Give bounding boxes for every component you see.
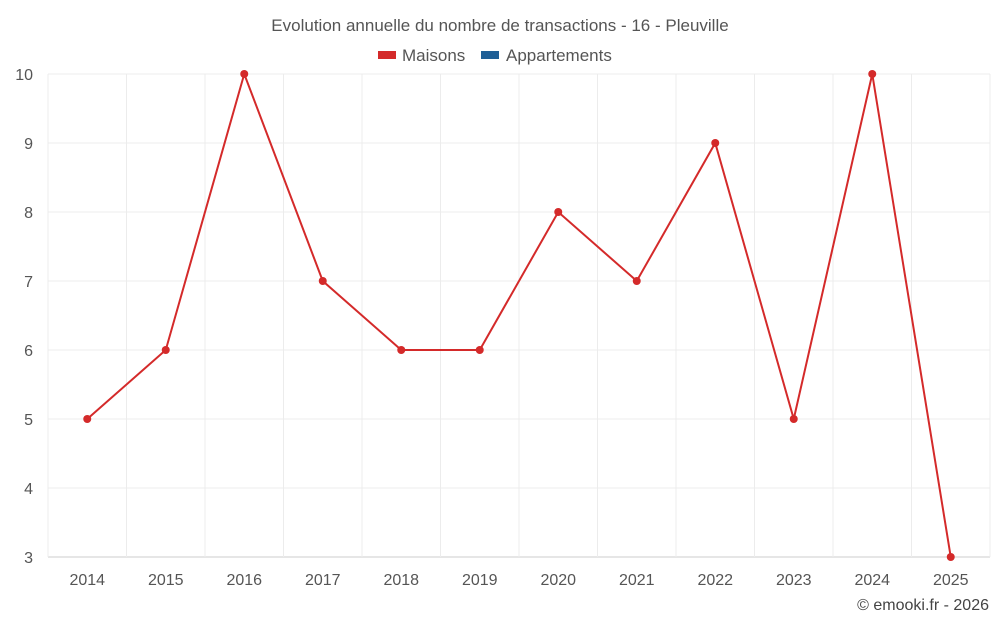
y-tick-label: 3 [24, 550, 33, 567]
data-point[interactable] [554, 208, 563, 216]
y-tick-label: 5 [24, 412, 33, 429]
y-tick-label: 10 [15, 67, 33, 84]
x-tick-label: 2023 [776, 572, 812, 589]
x-tick-label: 2020 [540, 572, 576, 589]
data-point[interactable] [632, 277, 641, 285]
chart-title: Evolution annuelle du nombre de transact… [271, 16, 728, 35]
x-tick-label: 2015 [148, 572, 184, 589]
data-point[interactable] [83, 415, 92, 423]
data-point[interactable] [318, 277, 327, 285]
legend-item-maisons[interactable]: Maisons [378, 46, 465, 65]
legend-swatch-appartements [481, 51, 499, 59]
legend: Maisons Appartements [378, 46, 612, 65]
data-point[interactable] [789, 415, 798, 423]
data-point[interactable] [240, 70, 249, 78]
x-tick-label: 2017 [305, 572, 341, 589]
legend-swatch-maisons [378, 51, 396, 59]
legend-label-appartements: Appartements [506, 46, 612, 65]
data-point[interactable] [475, 346, 484, 354]
grid [47, 73, 991, 558]
y-tick-label: 4 [24, 481, 33, 498]
y-tick-label: 7 [24, 274, 33, 291]
y-tick-label: 9 [24, 136, 33, 153]
data-point[interactable] [711, 139, 720, 147]
legend-label-maisons: Maisons [402, 46, 465, 65]
series-line-maisons [86, 70, 952, 558]
x-tick-label: 2018 [383, 572, 419, 589]
credit-text: © emooki.fr - 2026 [857, 597, 989, 614]
data-point[interactable] [161, 346, 170, 354]
x-tick-label: 2014 [69, 572, 105, 589]
data-point[interactable] [397, 346, 406, 354]
data-point[interactable] [868, 70, 877, 78]
x-tick-label: 2019 [462, 572, 498, 589]
y-tick-label: 8 [24, 205, 33, 222]
x-tick-label: 2016 [226, 572, 262, 589]
x-axis-ticks: 2014 2015 2016 2017 2018 2019 2020 2021 2022 2023… [69, 572, 968, 589]
x-tick-label: 2022 [697, 572, 733, 589]
x-tick-label: 2021 [619, 572, 655, 589]
x-tick-label: 2025 [933, 572, 969, 589]
y-tick-label: 6 [24, 343, 33, 360]
y-axis-ticks: 3 4 5 6 7 8 9 10 [15, 67, 33, 567]
legend-item-appartements[interactable]: Appartements [481, 46, 612, 65]
data-point[interactable] [946, 553, 955, 561]
x-tick-label: 2024 [854, 572, 890, 589]
series-group [83, 70, 955, 561]
